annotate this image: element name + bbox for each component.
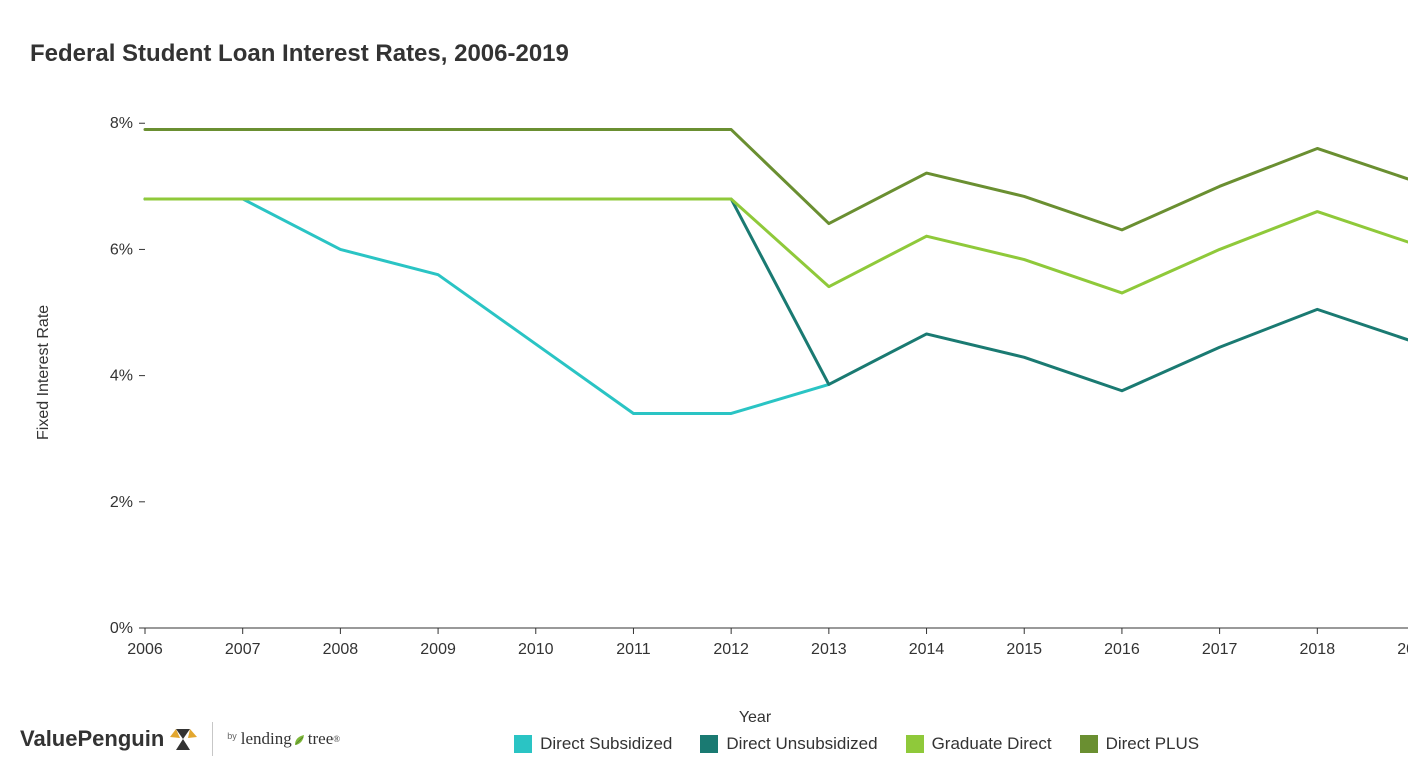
legend-swatch [514,735,532,753]
legend-label: Direct Unsubsidized [726,734,877,754]
valuepenguin-icon [170,726,198,752]
x-tick-label: 2010 [518,641,554,658]
x-tick-label: 2008 [323,641,359,658]
chart-svg: 0% 2% 4% 6% 8% 2006 2007 2008 2009 2010 2011 2012 20… [75,98,1408,698]
y-tick-label: 2% [110,494,133,511]
legend-swatch [1080,735,1098,753]
x-tick-label: 2016 [1104,641,1140,658]
plot-area: 0% 2% 4% 6% 8% 2006 2007 2008 2009 2010 2011 2012 20… [75,98,1388,727]
x-tick-label: 2006 [127,641,163,658]
lendingtree-text-after: tree [308,729,333,749]
series-line [145,199,1408,391]
x-tick-label: 2019 [1397,641,1408,658]
y-tick-label: 0% [110,620,133,637]
legend-item: Direct Unsubsidized [700,734,877,754]
x-tick-label: 2014 [909,641,945,658]
legend-item: Direct PLUS [1080,734,1200,754]
x-tick-label: 2012 [713,641,749,658]
x-tick-label: 2013 [811,641,847,658]
series-line [145,199,829,414]
trademark: ® [333,734,340,744]
x-tick-label: 2009 [420,641,456,658]
legend: Direct Subsidized Direct Unsubsidized Grad… [514,734,1199,754]
footer: ValuePenguin by lending [20,722,1199,756]
chart-title: Federal Student Loan Interest Rates, 200… [30,40,1388,68]
legend-swatch [700,735,718,753]
x-tick-label: 2015 [1006,641,1042,658]
lendingtree-text: lending tree ® [241,729,340,749]
x-tick-label: 2017 [1202,641,1238,658]
y-axis-label: Fixed Interest Rate [35,305,53,440]
legend-swatch [906,735,924,753]
series-line [145,130,1408,230]
x-tick-label: 2007 [225,641,261,658]
y-tick-label: 4% [110,368,133,385]
legend-label: Graduate Direct [932,734,1052,754]
lendingtree-logo: by lending tree ® [227,729,340,749]
valuepenguin-text: ValuePenguin [20,726,164,752]
lendingtree-by: by [227,731,237,741]
valuepenguin-logo: ValuePenguin [20,726,198,752]
legend-item: Direct Subsidized [514,734,672,754]
x-tick-label: 2018 [1300,641,1336,658]
legend-item: Graduate Direct [906,734,1052,754]
y-tick-label: 8% [110,115,133,132]
leaf-icon [293,732,307,746]
x-tick-label: 2011 [616,641,651,658]
legend-label: Direct Subsidized [540,734,672,754]
legend-label: Direct PLUS [1106,734,1200,754]
logo-divider [212,722,213,756]
lendingtree-text-before: lending [241,729,292,749]
y-tick-label: 6% [110,241,133,258]
chart-container: Federal Student Loan Interest Rates, 200… [0,0,1408,780]
